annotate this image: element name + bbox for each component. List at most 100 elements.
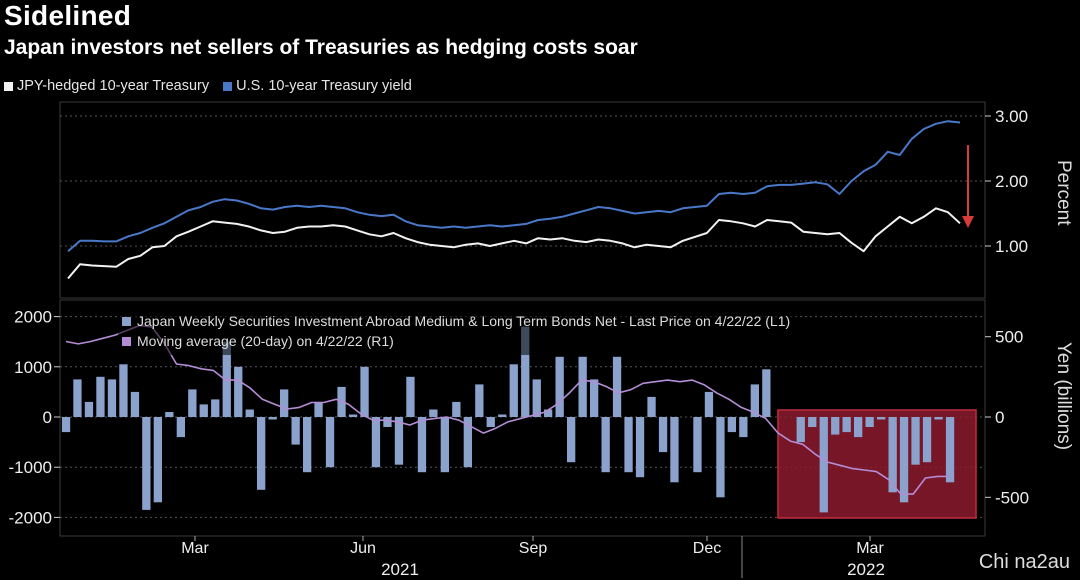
x-year-label: 2021 [381, 560, 419, 579]
bond-flow-bar [268, 417, 277, 420]
bond-flow-bar [394, 417, 404, 465]
bond-flow-bar [406, 376, 415, 417]
chart-subtitle: Japan investors net sellers of Treasurie… [4, 36, 638, 59]
top-y-tick-label: 1.00 [995, 237, 1028, 256]
watermark: Chi na2au [978, 551, 1070, 573]
top-y-tick-label: 2.00 [995, 172, 1028, 191]
bond-flow-bar [61, 417, 71, 433]
bond-flow-bar [234, 366, 243, 417]
bond-flow-bar [727, 417, 736, 433]
legend-label-ust: U.S. 10-year Treasury yield [236, 78, 412, 94]
bond-flow-bar [176, 417, 185, 438]
bond-flow-bar [555, 356, 564, 417]
bond-flow-bar [153, 417, 162, 503]
bond-flow-bar [348, 414, 358, 417]
bond-flow-bar [922, 417, 932, 463]
bond-flow-bar [647, 396, 656, 417]
bond-flow-bar [544, 409, 553, 417]
legend-swatch-ma [122, 336, 131, 346]
bond-flow-bar [911, 417, 920, 465]
bond-flow-bar [658, 417, 668, 453]
bond-flow-bar [624, 417, 633, 473]
right-y-tick-label: 500 [995, 328, 1023, 347]
bond-flow-bar [107, 379, 117, 417]
highlight-box [777, 409, 977, 519]
bond-flow-bar [521, 326, 530, 417]
bond-flow-bar [590, 379, 599, 417]
legend-label-bars: Japan Weekly Securities Investment Abroa… [137, 313, 791, 329]
top-legend: JPY-hedged 10-year Treasury U.S. 10-year… [4, 78, 412, 94]
left-y-tick-label: 1000 [14, 358, 52, 377]
bond-flow-bar [796, 417, 805, 443]
bond-flow-bar [417, 417, 427, 473]
bottom-legend: Japan Weekly Securities Investment Abroa… [118, 309, 797, 355]
bond-flow-bar [635, 417, 645, 478]
bond-flow-bar [486, 417, 495, 427]
bond-flow-bar [831, 417, 840, 435]
legend-swatch-blue [223, 81, 233, 91]
bond-flow-bar [750, 384, 759, 417]
bond-flow-bar [498, 414, 507, 417]
bond-flow-bar [899, 417, 909, 503]
x-tick-label: Mar [181, 540, 209, 557]
bond-flow-bar [601, 417, 610, 473]
bond-flow-bar [142, 417, 151, 510]
bond-flow-bar [383, 417, 392, 427]
bond-flow-bar [819, 417, 828, 513]
bond-flow-bar [578, 356, 587, 417]
series-line-hedged [67, 207, 961, 280]
bond-flow-bar [877, 417, 886, 420]
chart-title: Sidelined [4, 0, 132, 31]
bottom-panel-frame [59, 299, 986, 537]
bond-flow-bar [440, 417, 449, 473]
bond-flow-bar [291, 417, 300, 445]
x-tick-label: Sep [519, 540, 548, 557]
x-tick-label: Dec [693, 540, 721, 557]
bond-flow-bar [165, 412, 174, 417]
x-tick-label: Jun [350, 540, 376, 557]
bond-flow-bar [84, 401, 94, 417]
bond-flow-bar [475, 384, 484, 417]
legend-swatch-bars [122, 316, 131, 326]
bond-flow-bar [808, 417, 817, 427]
y-axis-label-yen: Yen (billions) [1053, 342, 1074, 451]
bond-flow-bar [463, 417, 472, 468]
bond-flow-bar [693, 417, 702, 473]
left-y-tick-label: -2000 [9, 508, 52, 527]
x-year-label: 2022 [847, 560, 885, 579]
bond-flow-bar [257, 417, 266, 490]
bond-flow-bar [865, 417, 874, 427]
left-y-tick-label: 2000 [14, 308, 52, 327]
bond-flow-bar [360, 366, 369, 417]
bond-flow-bar [188, 389, 197, 417]
bond-flow-bar [945, 417, 955, 483]
legend-label-hedged: JPY-hedged 10-year Treasury [17, 78, 210, 94]
top-y-tick-label: 3.00 [995, 107, 1028, 126]
legend-item-hedged: JPY-hedged 10-year Treasury [4, 78, 209, 94]
left-y-tick-label: 0 [43, 408, 52, 427]
bond-flow-bar [842, 417, 851, 433]
top-panel-frame [59, 101, 986, 299]
bond-flow-bar [73, 379, 82, 417]
bond-flow-bar [119, 364, 128, 417]
bond-flow-bar [567, 417, 576, 463]
bond-flow-bar [762, 369, 771, 417]
bond-flow-bar [325, 417, 335, 468]
legend-label-ma: Moving average (20-day) on 4/22/22 (R1) [137, 333, 394, 349]
bond-flow-bar [716, 417, 725, 498]
down-arrow-head [962, 216, 974, 228]
bond-flow-bar [303, 417, 312, 473]
bond-flow-bar [739, 417, 748, 438]
bond-flow-bar [612, 356, 622, 417]
legend-item-bars: Japan Weekly Securities Investment Abroa… [122, 311, 790, 331]
bond-flow-bar [280, 389, 289, 417]
legend-swatch-white [4, 81, 13, 91]
bond-flow-bar [130, 391, 140, 417]
bond-flow-bar [532, 379, 541, 417]
bond-flow-bar [670, 417, 679, 483]
moving-average-line [65, 324, 950, 495]
bond-flow-bar [854, 417, 863, 438]
x-tick-label: Mar [856, 540, 884, 557]
legend-item-ma: Moving average (20-day) on 4/22/22 (R1) [122, 331, 790, 351]
